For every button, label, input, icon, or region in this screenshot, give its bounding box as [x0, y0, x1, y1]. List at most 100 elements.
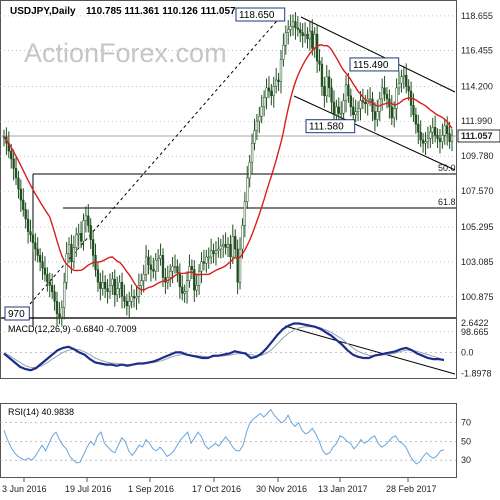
price-tick-label: 105.295 — [461, 222, 494, 232]
candle-body — [195, 285, 198, 291]
price-tick-label: 100.875 — [461, 292, 494, 302]
candle-body — [190, 266, 194, 270]
price-candles — [2, 12, 454, 327]
rsi-axis: 70 50 30 — [461, 418, 471, 465]
candle-body — [313, 33, 316, 49]
candle-body — [31, 234, 35, 243]
trend-lines — [29, 14, 456, 375]
candle-body — [120, 281, 124, 297]
candle-body — [159, 255, 162, 259]
watermark: ActionForex.com — [24, 38, 227, 68]
candle-body — [108, 285, 112, 292]
candle-body — [10, 150, 13, 160]
candle-body — [12, 158, 15, 169]
candle-body — [161, 255, 165, 278]
price-tick-label: 118.655 — [461, 11, 493, 21]
fib-level-label: 61.8 — [438, 197, 456, 207]
price-tick-label: 116.455 — [461, 46, 493, 56]
candle-body — [188, 266, 191, 281]
candle-body — [176, 266, 179, 274]
candle-body — [207, 256, 210, 259]
candle-body — [147, 256, 150, 266]
annotation-label: 111.580 — [309, 122, 344, 133]
candle-body — [193, 269, 196, 291]
date-tick-label: 19 Jul 2016 — [65, 484, 112, 494]
price-panel-frame — [0, 0, 457, 318]
candle-body — [135, 296, 138, 299]
candle-body — [24, 209, 27, 220]
rsi-tick-label: 30 — [461, 455, 471, 465]
candle-body — [260, 106, 263, 117]
candle-body — [443, 125, 446, 136]
candle-body — [320, 63, 324, 87]
candle-body — [185, 280, 189, 292]
candle-body — [267, 87, 271, 92]
candle-body — [212, 250, 215, 255]
candle-body — [17, 177, 20, 190]
annotation-label: 115.490 — [353, 60, 389, 71]
date-tick-label: 30 Nov 2016 — [256, 484, 307, 494]
candle-body — [450, 135, 454, 142]
candle-body — [284, 32, 287, 46]
price-tick-label: 107.570 — [461, 186, 494, 196]
sma-line — [3, 44, 453, 291]
rsi-tick-label: 50 — [461, 436, 471, 446]
candle-body — [152, 269, 155, 272]
candle-body — [70, 244, 73, 262]
candle-body — [344, 84, 348, 101]
price-tick-label: 103.085 — [461, 257, 494, 267]
candle-body — [241, 225, 244, 250]
candle-body — [183, 291, 186, 294]
candle-body — [58, 313, 61, 318]
macd-panel — [0, 322, 456, 372]
candle-body — [265, 87, 268, 98]
candle-body — [84, 215, 88, 221]
candle-body — [65, 253, 68, 283]
candle-body — [328, 76, 331, 89]
candle-body — [258, 116, 261, 122]
candle-body — [229, 244, 232, 258]
candle-body — [277, 79, 280, 82]
candle-body — [426, 138, 430, 142]
candle-body — [424, 141, 427, 144]
candle-body — [371, 98, 374, 112]
candle-body — [287, 29, 290, 33]
price-tick-label: 114.200 — [461, 81, 493, 91]
date-tick-label: 28 Feb 2017 — [386, 484, 437, 494]
candle-body — [217, 248, 220, 251]
upper-channel-line — [300, 16, 456, 93]
candle-body — [421, 139, 425, 144]
candle-body — [87, 215, 90, 226]
candle-body — [77, 233, 80, 236]
candle-body — [219, 245, 222, 250]
candle-body — [43, 267, 47, 275]
candle-body — [226, 244, 230, 248]
candle-body — [438, 138, 442, 142]
annotation-box — [4, 306, 30, 321]
ohlc-values: 110.785 111.361 110.126 111.057 — [86, 6, 236, 17]
candle-body — [356, 108, 360, 112]
candle-body — [243, 201, 247, 226]
candle-body — [359, 100, 362, 109]
candle-body — [111, 278, 114, 286]
date-axis: 3 Jun 2016 19 Jul 2016 1 Sep 2016 17 Oct 20… — [2, 478, 437, 494]
last-price-box — [457, 129, 500, 143]
candle-body — [306, 33, 309, 40]
candle-body — [130, 296, 133, 302]
candle-body — [209, 250, 213, 258]
candle-body — [22, 199, 25, 210]
candle-body — [349, 95, 352, 108]
rsi-panel-frame — [0, 403, 457, 478]
candle-body — [140, 280, 143, 286]
candle-body — [429, 131, 432, 139]
candle-body — [303, 33, 307, 37]
rsi-tick-label: 70 — [461, 418, 471, 428]
date-tick-label: 3 Jun 2016 — [2, 484, 47, 494]
candle-body — [402, 75, 405, 78]
candle-body — [14, 168, 18, 179]
candle-body — [337, 106, 340, 114]
candle-body — [67, 244, 71, 255]
candle-body — [197, 270, 201, 286]
candle-body — [48, 281, 51, 286]
